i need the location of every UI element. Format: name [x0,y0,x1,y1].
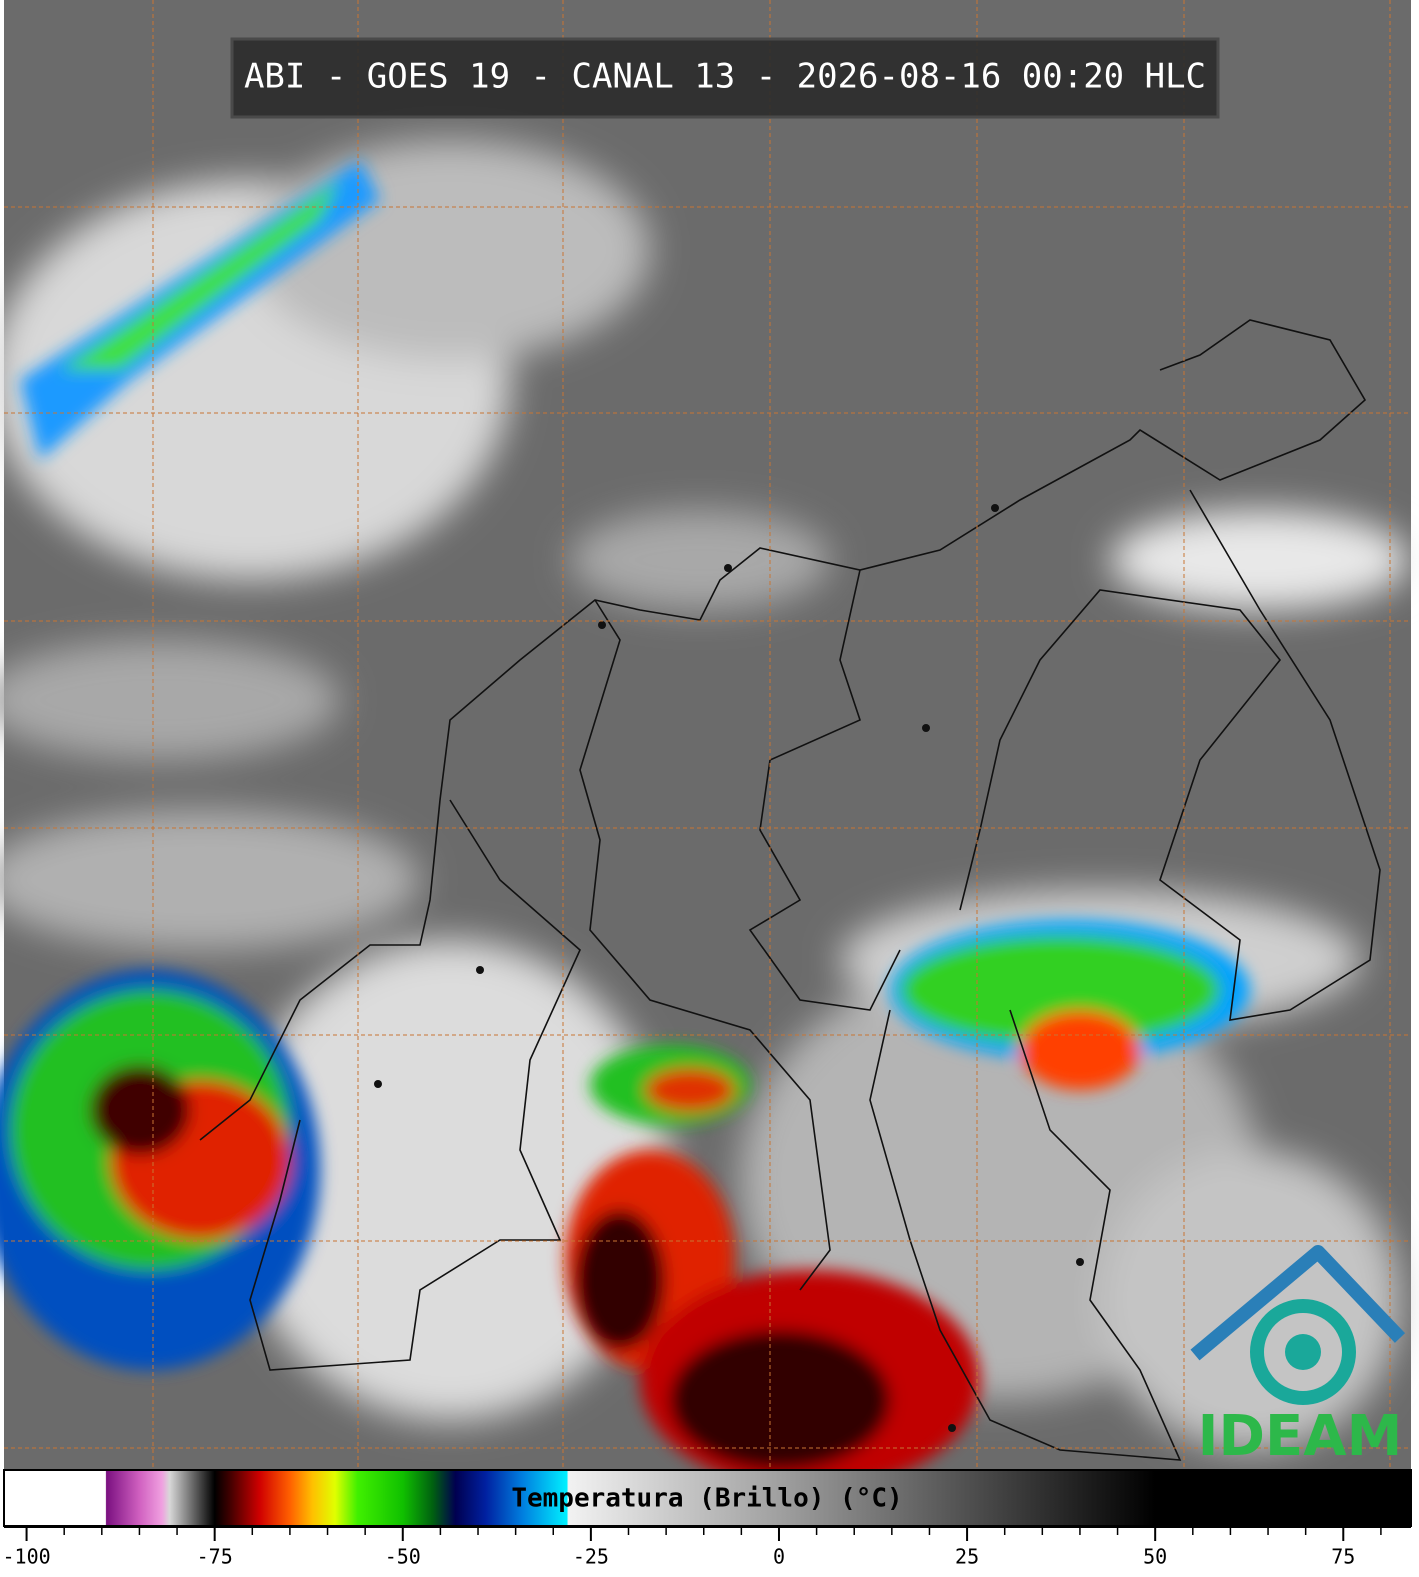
graticule [4,0,1411,1470]
logo: IDEAM [1190,1245,1406,1469]
tick-label: -25 [573,1545,609,1569]
tick-label: -50 [385,1545,421,1569]
tick-label: 0 [773,1545,785,1569]
tick-label: 50 [1143,1545,1167,1569]
tick-label: 75 [1331,1545,1355,1569]
cold-cloud-tops [0,160,1250,1490]
colorbar [3,1469,1412,1527]
borders [199,319,1381,1461]
logo-text: IDEAM [1198,1404,1403,1469]
title-box [230,37,1220,119]
colorbar-label: Temperatura (Brillo) (°C) [511,1484,902,1514]
cities [374,504,1084,1432]
tick-label: -75 [197,1545,233,1569]
title: ABI - GOES 19 - CANAL 13 - 2026-08-16 00… [244,57,1206,97]
tick-label: 25 [955,1545,979,1569]
tick-label: -100 [2,1545,50,1569]
